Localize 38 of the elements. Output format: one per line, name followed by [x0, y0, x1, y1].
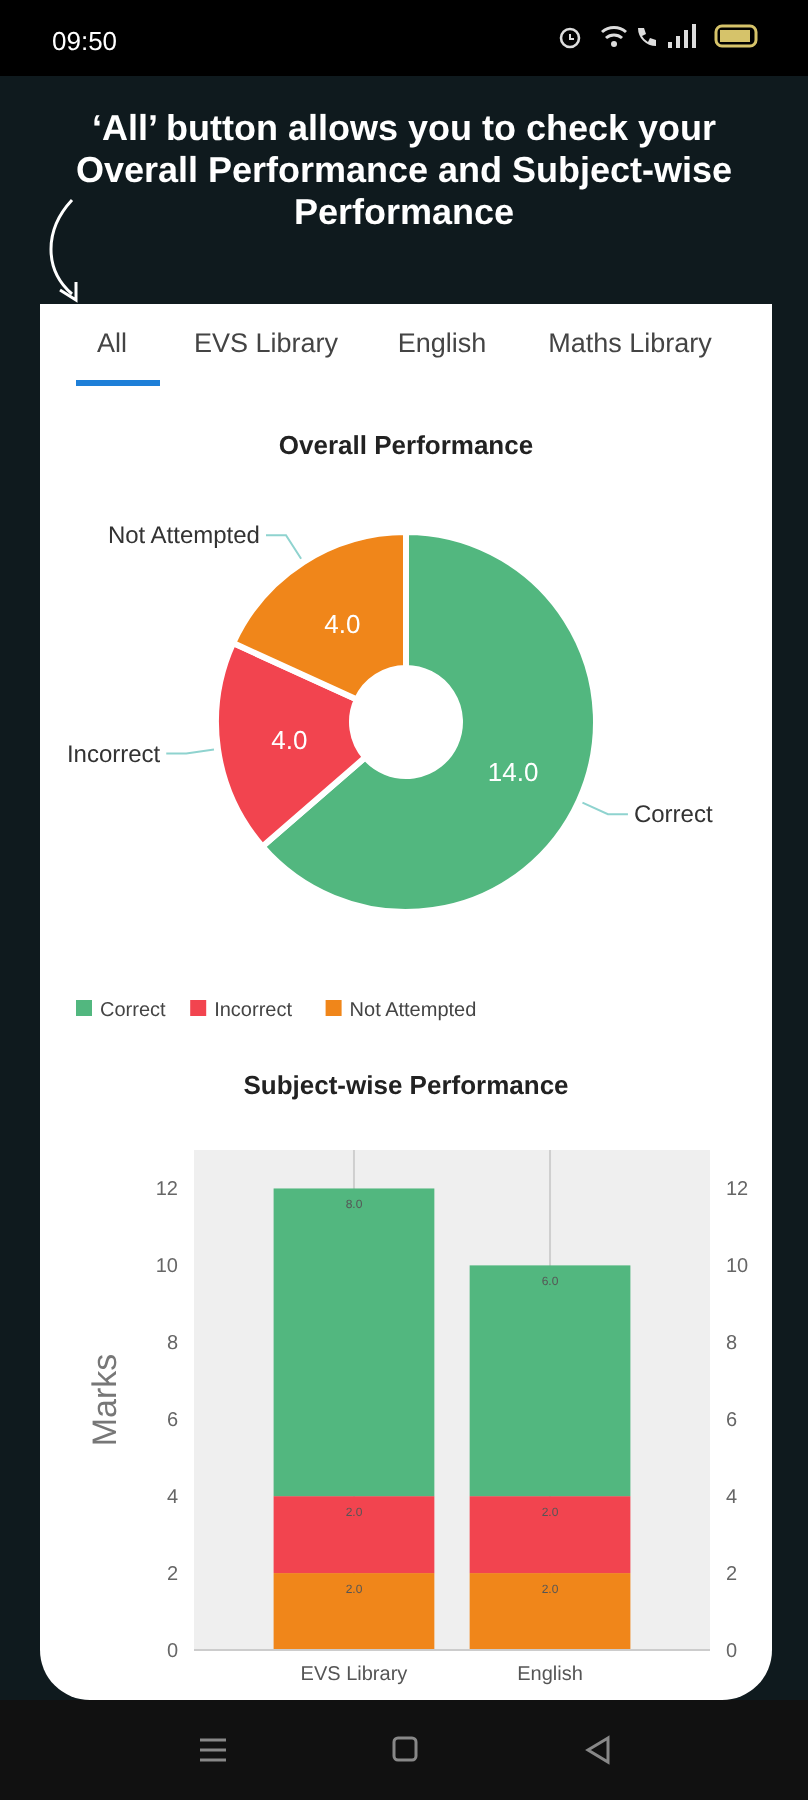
data-label: 14.0: [487, 756, 539, 787]
slice-label: Incorrect: [66, 739, 162, 768]
bar: [469, 1573, 631, 1650]
y-axis-title: Marks: [86, 1353, 124, 1447]
y-tick-label: 4: [166, 1487, 179, 1510]
bar: [469, 1265, 631, 1497]
y2-tick-label: 0: [726, 1641, 738, 1663]
text: 09:50: [52, 26, 118, 56]
y-tick-label: 8: [166, 1333, 179, 1356]
legend-label: Incorrect: [214, 1000, 293, 1022]
text: Maths Library: [548, 328, 713, 358]
text: ‘All’ button allows you to check your Overall Performance and Subject-wise Performance: [75, 108, 733, 232]
y-tick-label: 0: [166, 1641, 179, 1663]
y2-tick-label: 2: [726, 1564, 738, 1587]
y-tick-label: 2: [166, 1564, 179, 1587]
legend-label: Not Attempted: [349, 1000, 477, 1022]
text: All: [96, 328, 128, 358]
bar: [273, 1573, 435, 1650]
chart-title: Overall Performance: [278, 430, 534, 460]
y2-tick-label: 12: [726, 1179, 750, 1202]
text: EVS Library: [193, 328, 339, 358]
text: English: [397, 328, 487, 358]
y2-tick-label: 4: [726, 1487, 738, 1510]
bar: [273, 1496, 435, 1574]
y2-tick-label: 10: [726, 1256, 750, 1279]
y-tick-label: 12: [155, 1179, 179, 1202]
y-tick-label: 10: [155, 1256, 179, 1279]
y2-tick-label: 6: [726, 1410, 738, 1433]
bar: [273, 1188, 435, 1497]
chart-title: Subject-wise Performance: [243, 1070, 569, 1100]
bar: [469, 1496, 631, 1574]
slice-label: Not Attempted: [107, 521, 260, 550]
legend-label: Correct: [100, 1000, 167, 1022]
y-tick-label: 6: [166, 1410, 179, 1433]
data-label: 4.0: [271, 724, 308, 755]
data-label: 4.0: [324, 608, 361, 639]
y2-tick-label: 8: [726, 1333, 738, 1356]
slice-label: Correct: [633, 800, 714, 829]
